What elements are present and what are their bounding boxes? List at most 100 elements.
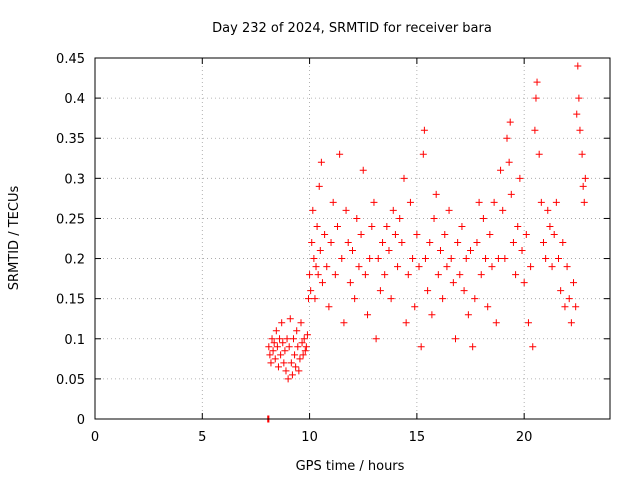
data-point	[477, 271, 485, 279]
data-point	[417, 343, 425, 351]
data-point	[573, 110, 581, 118]
data-point	[419, 150, 427, 158]
y-tick-label: 0.45	[56, 52, 85, 67]
y-tick-label: 0.15	[56, 293, 85, 308]
data-point	[505, 158, 513, 166]
data-point	[467, 247, 475, 255]
data-point	[581, 174, 589, 182]
data-point	[486, 230, 494, 238]
data-point	[548, 263, 556, 271]
x-tick-label: 0	[91, 430, 99, 445]
data-point	[272, 327, 280, 335]
data-point	[421, 255, 429, 263]
data-point	[302, 343, 310, 351]
data-point	[533, 78, 541, 86]
data-point	[522, 230, 530, 238]
data-point	[565, 295, 573, 303]
data-point	[307, 287, 315, 295]
data-point	[276, 335, 284, 343]
data-point	[278, 319, 286, 327]
data-point	[439, 295, 447, 303]
data-point	[532, 94, 540, 102]
data-point	[300, 335, 308, 343]
data-point	[270, 339, 278, 347]
data-points	[264, 62, 589, 423]
data-point	[301, 347, 309, 355]
data-point	[383, 222, 391, 230]
data-point	[361, 271, 369, 279]
data-point	[458, 222, 466, 230]
data-point	[267, 359, 275, 367]
data-point	[376, 287, 384, 295]
data-point	[572, 303, 580, 311]
data-point	[342, 206, 350, 214]
data-point	[281, 347, 289, 355]
data-point	[411, 303, 419, 311]
data-point	[311, 295, 319, 303]
grid	[95, 58, 610, 419]
data-point	[277, 351, 285, 359]
data-point	[449, 279, 457, 287]
data-point	[312, 263, 320, 271]
data-point	[447, 255, 455, 263]
data-point	[286, 315, 294, 323]
data-point	[333, 222, 341, 230]
data-point	[576, 126, 584, 134]
data-point	[398, 239, 406, 247]
data-point	[494, 255, 502, 263]
data-point	[579, 182, 587, 190]
data-point	[273, 343, 281, 351]
data-point	[370, 198, 378, 206]
data-point	[555, 255, 562, 263]
data-point	[400, 174, 408, 182]
data-point	[309, 206, 317, 214]
y-tick-label: 0.2	[64, 253, 85, 268]
plot-frame	[94, 57, 611, 420]
data-point	[441, 230, 449, 238]
data-point	[368, 222, 376, 230]
data-point	[475, 198, 483, 206]
data-point	[537, 198, 545, 206]
x-tick-label: 20	[516, 430, 533, 445]
data-point	[432, 190, 440, 198]
y-tick-label: 0.4	[64, 92, 85, 107]
data-point	[413, 230, 421, 238]
data-point	[359, 166, 367, 174]
data-point	[336, 150, 344, 158]
data-point	[524, 319, 532, 327]
data-point	[338, 255, 346, 263]
x-tick-label: 15	[409, 430, 426, 445]
data-point	[578, 150, 586, 158]
data-point	[561, 303, 569, 311]
data-point	[563, 263, 571, 271]
data-point	[283, 335, 291, 343]
data-point	[469, 343, 477, 351]
data-point	[501, 255, 509, 263]
data-point	[557, 287, 565, 295]
data-point	[285, 343, 293, 351]
data-point	[325, 303, 333, 311]
data-point	[271, 355, 279, 363]
data-point	[514, 222, 522, 230]
data-point	[518, 247, 526, 255]
data-point	[527, 263, 535, 271]
data-point	[280, 359, 288, 367]
data-point	[374, 255, 382, 263]
data-point	[389, 206, 397, 214]
data-point	[269, 347, 277, 355]
data-point	[282, 367, 290, 375]
data-point	[509, 239, 517, 247]
data-point	[303, 331, 311, 339]
data-point	[499, 206, 507, 214]
data-point	[268, 335, 276, 343]
data-point	[329, 198, 337, 206]
data-point	[344, 239, 352, 247]
y-tick-label: 0.3	[64, 172, 85, 187]
data-point	[294, 343, 302, 351]
data-point	[539, 239, 547, 247]
data-point	[321, 230, 329, 238]
data-point	[520, 279, 528, 287]
data-point	[443, 263, 451, 271]
data-point	[434, 271, 442, 279]
data-point	[327, 239, 335, 247]
